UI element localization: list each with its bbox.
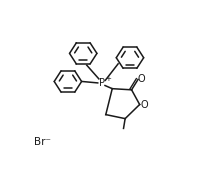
Text: O: O	[140, 99, 148, 110]
Text: P: P	[99, 78, 105, 88]
Text: O: O	[138, 74, 145, 84]
Text: +: +	[105, 76, 111, 82]
Text: Br⁻: Br⁻	[34, 137, 51, 147]
